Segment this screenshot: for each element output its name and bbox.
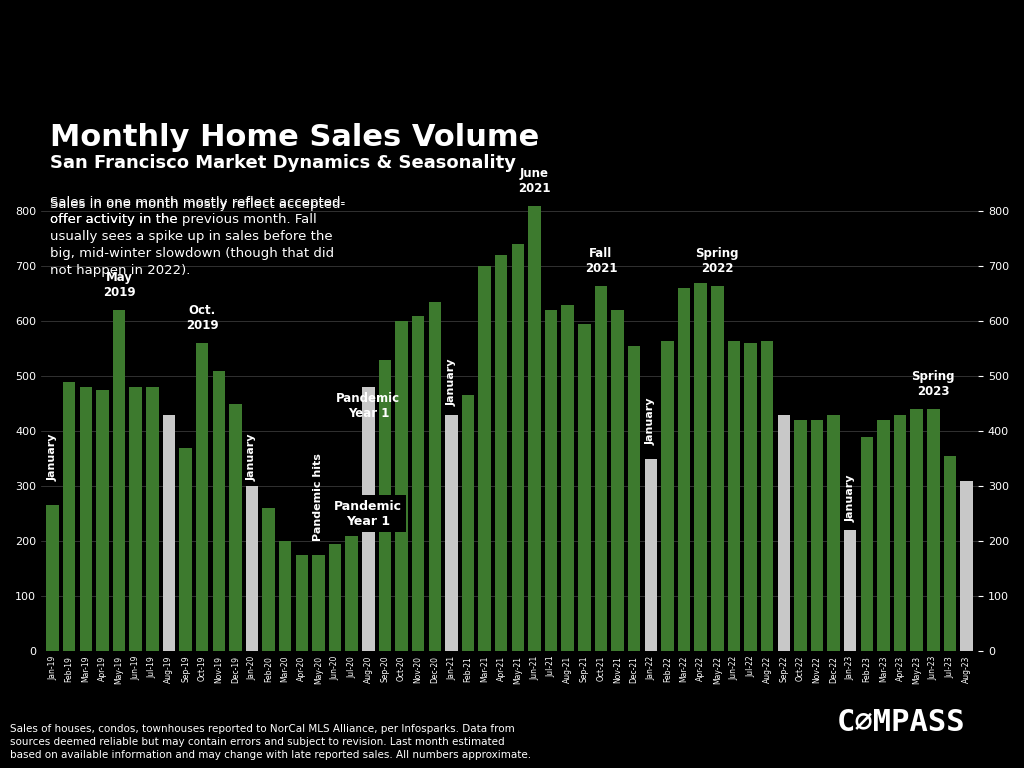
Text: May
2019: May 2019 bbox=[102, 271, 135, 300]
Bar bbox=[860, 437, 873, 651]
Bar bbox=[179, 448, 191, 651]
Bar bbox=[611, 310, 624, 651]
Bar bbox=[761, 340, 773, 651]
Bar bbox=[478, 266, 490, 651]
Text: Sales of houses, condos, townhouses reported to NorCal MLS Alliance, per Infospa: Sales of houses, condos, townhouses repo… bbox=[10, 724, 531, 760]
Bar bbox=[744, 343, 757, 651]
Bar bbox=[163, 415, 175, 651]
Bar bbox=[412, 316, 424, 651]
Text: Pandemic hits: Pandemic hits bbox=[313, 453, 324, 541]
Bar bbox=[777, 415, 790, 651]
Text: January: January bbox=[247, 433, 257, 481]
Bar bbox=[878, 420, 890, 651]
Text: Pandemic
Year 1: Pandemic Year 1 bbox=[334, 499, 402, 528]
Bar bbox=[296, 554, 308, 651]
Bar bbox=[711, 286, 724, 651]
Bar bbox=[129, 387, 142, 651]
Bar bbox=[262, 508, 274, 651]
Bar bbox=[545, 310, 557, 651]
Bar bbox=[445, 415, 458, 651]
Bar bbox=[927, 409, 939, 651]
Text: Sales in one month mostly reflect accepted-
offer activity in the: Sales in one month mostly reflect accept… bbox=[50, 198, 346, 226]
Bar bbox=[46, 505, 58, 651]
Bar bbox=[512, 244, 524, 651]
Text: Spring
2022: Spring 2022 bbox=[695, 247, 739, 275]
Bar bbox=[345, 535, 358, 651]
Bar bbox=[528, 206, 541, 651]
Bar bbox=[146, 387, 159, 651]
Text: January: January bbox=[48, 433, 57, 481]
Bar bbox=[379, 359, 391, 651]
Bar bbox=[246, 486, 258, 651]
Bar bbox=[279, 541, 292, 651]
Bar bbox=[910, 409, 923, 651]
Bar bbox=[229, 404, 242, 651]
Bar bbox=[329, 544, 341, 651]
Bar bbox=[213, 371, 225, 651]
Bar bbox=[312, 554, 325, 651]
Bar bbox=[662, 340, 674, 651]
Bar bbox=[894, 415, 906, 651]
Bar bbox=[113, 310, 125, 651]
Bar bbox=[429, 302, 441, 651]
Bar bbox=[678, 289, 690, 651]
Text: January: January bbox=[646, 397, 655, 445]
Bar bbox=[80, 387, 92, 651]
Bar bbox=[728, 340, 740, 651]
Bar bbox=[644, 458, 657, 651]
Bar bbox=[811, 420, 823, 651]
Bar bbox=[96, 390, 109, 651]
Bar bbox=[694, 283, 707, 651]
Bar bbox=[462, 396, 474, 651]
Bar bbox=[495, 256, 508, 651]
Bar bbox=[579, 324, 591, 651]
Bar bbox=[595, 286, 607, 651]
Text: January: January bbox=[446, 359, 457, 406]
Bar bbox=[628, 346, 640, 651]
Text: Fall
2021: Fall 2021 bbox=[585, 247, 617, 275]
Text: Oct.
2019: Oct. 2019 bbox=[185, 304, 218, 333]
Bar bbox=[561, 305, 574, 651]
Text: June
2021: June 2021 bbox=[518, 167, 551, 195]
Bar bbox=[795, 420, 807, 651]
Text: Monthly Home Sales Volume: Monthly Home Sales Volume bbox=[50, 124, 540, 152]
Text: Spring
2023: Spring 2023 bbox=[911, 370, 955, 399]
Bar bbox=[395, 321, 408, 651]
Text: January: January bbox=[845, 475, 855, 521]
Bar bbox=[196, 343, 209, 651]
Bar bbox=[362, 387, 375, 651]
Text: C∅MPASS: C∅MPASS bbox=[837, 708, 966, 737]
Text: Pandemic
Year 1: Pandemic Year 1 bbox=[336, 392, 400, 420]
Text: Sales in one month mostly reflect accepted-
offer activity in the previous month: Sales in one month mostly reflect accept… bbox=[50, 196, 346, 276]
Bar bbox=[827, 415, 840, 651]
Bar bbox=[63, 382, 76, 651]
Text: San Francisco Market Dynamics & Seasonality: San Francisco Market Dynamics & Seasonal… bbox=[50, 154, 516, 172]
Bar bbox=[961, 481, 973, 651]
Bar bbox=[944, 456, 956, 651]
Bar bbox=[844, 530, 856, 651]
